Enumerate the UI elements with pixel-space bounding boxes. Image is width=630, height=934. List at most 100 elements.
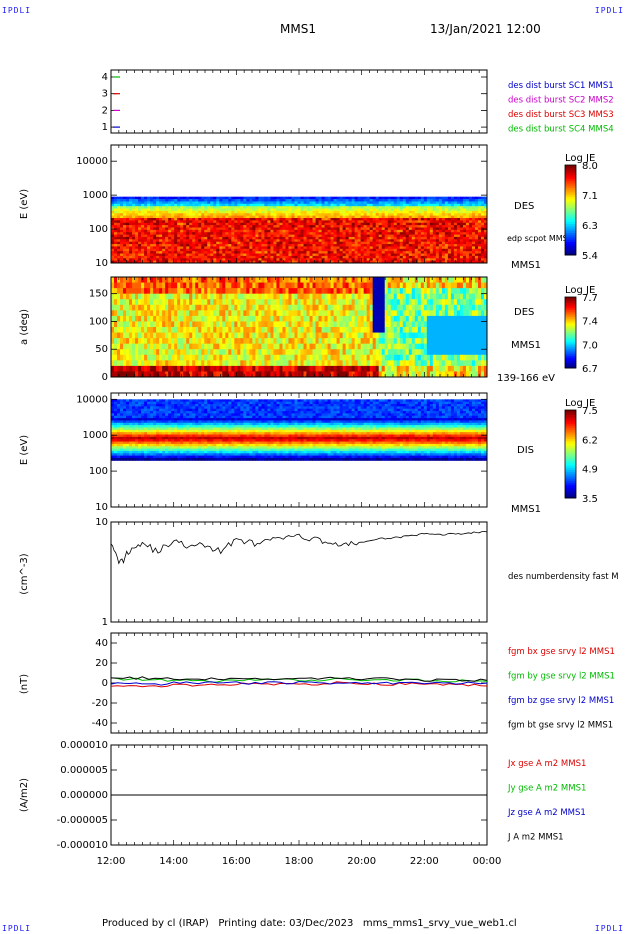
des-energy-cell	[378, 203, 383, 207]
des-energy-cell	[441, 215, 446, 219]
des-energy-cell	[201, 222, 205, 226]
des-energy-cell	[168, 201, 172, 205]
des-energy-cell	[327, 244, 332, 247]
des-energy-cell	[192, 215, 196, 219]
des-energy-cell	[162, 244, 166, 247]
des-energy-cell	[261, 210, 265, 214]
des-energy-cell	[120, 232, 124, 236]
des-energy-cell	[339, 206, 344, 210]
des-energy-cell	[381, 239, 386, 243]
des-energy-cell	[279, 208, 283, 212]
des-energy-cell	[321, 201, 326, 205]
des-energy-cell	[360, 236, 365, 240]
des-energy-cell	[483, 213, 488, 217]
des-pitch-cell	[255, 277, 259, 284]
des-energy-cell	[378, 260, 383, 264]
des-pitch-cell	[258, 299, 262, 306]
des-energy-cell	[375, 255, 380, 259]
des-pitch-cell	[255, 321, 259, 328]
des-pitch-cell	[204, 360, 208, 367]
des-energy-cell	[165, 229, 169, 233]
des-energy-cell	[285, 234, 289, 238]
des-pitch-cell	[123, 349, 127, 356]
des-energy-cell	[354, 215, 359, 219]
des-energy-cell	[447, 213, 452, 217]
des-pitch-cell	[213, 282, 217, 289]
des-energy-cell	[345, 236, 350, 240]
des-pitch-cell	[291, 371, 295, 378]
des-energy-cell	[171, 241, 175, 245]
des-energy-cell	[216, 225, 220, 228]
des-energy-cell	[201, 239, 205, 243]
des-pitch-cell	[153, 343, 157, 350]
des-pitch-cell	[225, 349, 229, 356]
des-pitch-cell	[189, 299, 193, 306]
des-energy-cell	[276, 246, 280, 250]
des-pitch-cell	[261, 315, 265, 322]
des-pitch-cell	[159, 288, 163, 295]
des-energy-cell	[465, 206, 470, 210]
des-energy-cell	[282, 248, 286, 252]
des-energy-cell	[246, 203, 250, 207]
des-energy-cell	[468, 222, 473, 226]
des-energy-cell	[372, 232, 377, 236]
des-energy-cell	[291, 244, 295, 247]
des-pitch-cell	[297, 343, 302, 350]
des-energy-cell	[330, 232, 335, 236]
des-pitch-cell	[201, 321, 205, 328]
des-energy-cell	[309, 208, 314, 212]
des-energy-cell	[480, 246, 485, 250]
des-energy-cell	[258, 232, 262, 236]
des-energy-cell	[150, 251, 154, 255]
des-energy-cell	[303, 236, 308, 240]
des-energy-cell	[243, 227, 247, 231]
des-pitch-cell	[264, 315, 268, 322]
des-energy-cell	[384, 220, 389, 224]
des-energy-cell	[384, 258, 389, 262]
des-energy-cell	[195, 203, 199, 207]
des-pitch-cell	[189, 343, 193, 350]
des-energy-cell	[309, 244, 314, 247]
des-energy-cell	[390, 227, 395, 231]
des-pitch-cell	[198, 332, 202, 339]
des-energy-cell	[186, 225, 190, 228]
des-energy-cell	[306, 227, 311, 231]
des-energy-cell	[312, 225, 317, 228]
des-energy-cell	[144, 201, 148, 205]
des-energy-cell	[147, 234, 151, 238]
des-energy-cell	[369, 225, 374, 228]
des-energy-cell	[240, 213, 244, 217]
des-energy-cell	[402, 213, 407, 217]
des-energy-cell	[339, 201, 344, 205]
des-energy-cell	[294, 239, 298, 243]
des-energy-cell	[432, 241, 437, 245]
des-energy-cell	[207, 208, 211, 212]
des-energy-cell	[309, 215, 314, 219]
des-pitch-cell	[195, 360, 199, 367]
des-energy-cell	[303, 201, 308, 205]
des-energy-cell	[429, 222, 434, 226]
des-energy-cell	[276, 227, 280, 231]
des-energy-cell	[210, 229, 214, 233]
des-energy-cell	[357, 225, 362, 228]
des-energy-cell	[390, 206, 395, 210]
des-energy-cell	[276, 251, 280, 255]
des-energy-cell	[216, 222, 220, 226]
des-energy-cell	[132, 258, 136, 262]
des-energy-cell	[330, 234, 335, 238]
des-energy-cell	[264, 225, 268, 228]
des-energy-cell	[417, 203, 422, 207]
des-energy-cell	[165, 234, 169, 238]
des-pitch-cell	[168, 293, 172, 300]
des-energy-cell	[423, 206, 428, 210]
des-energy-cell	[432, 213, 437, 217]
des-energy-cell	[168, 255, 172, 259]
des-energy-cell	[390, 213, 395, 217]
des-pitch-cell	[177, 343, 181, 350]
des-energy-cell	[417, 248, 422, 252]
des-energy-cell	[141, 246, 145, 250]
des-energy-cell	[303, 196, 308, 200]
des-energy-cell	[264, 213, 268, 217]
des-energy-cell	[258, 199, 262, 202]
des-energy-cell	[270, 215, 274, 219]
